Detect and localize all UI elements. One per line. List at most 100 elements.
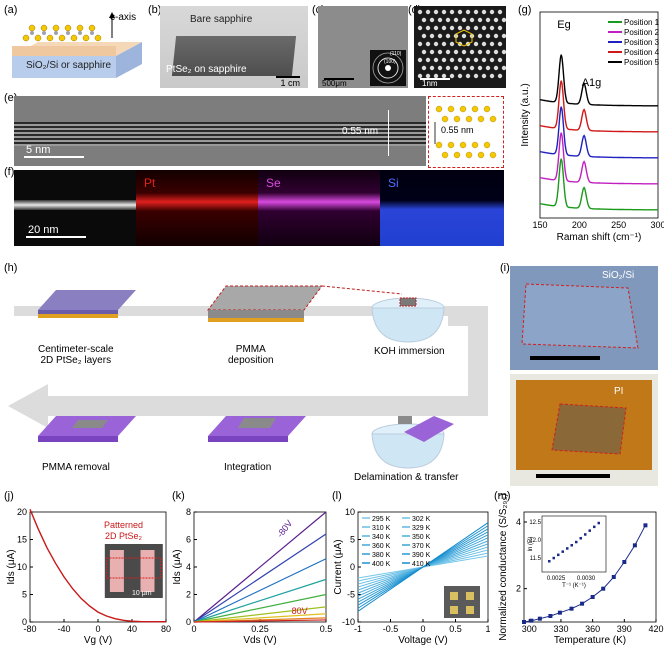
lattice-atom <box>425 25 431 31</box>
lattice-atom <box>437 65 443 71</box>
annotation-neg80v: -80V <box>275 518 295 539</box>
lattice-atom <box>417 57 423 63</box>
lattice-atom <box>437 17 443 23</box>
inset-y-label: ln (R) <box>528 537 534 552</box>
y-tick-label: -10 <box>342 617 355 627</box>
pad-1 <box>450 592 458 600</box>
lattice-atom <box>421 49 427 55</box>
scale-bar <box>276 76 300 78</box>
data-point <box>580 601 585 606</box>
lattice-atom <box>489 41 495 47</box>
data-point <box>643 523 648 528</box>
y-tick-label: 8 <box>186 507 191 517</box>
x-axis-label: Vg (V) <box>84 635 112 646</box>
panel-h: Centimeter-scale 2D PtSe₂ layers PMMA de… <box>8 266 494 486</box>
inset-x-tick: 0.0025 <box>547 576 566 582</box>
lattice-atom <box>489 57 495 63</box>
x-tick-label: 300 <box>522 624 537 634</box>
y-axis-label: Normalized conductance (S/S₂₉₅) <box>498 494 509 641</box>
iv-temperature-chart: -1 -0.5 0 0.5 1 -10 -5 0 5 10 Voltage (V) Current (… <box>333 507 491 646</box>
lattice-atom <box>433 25 439 31</box>
raman-series-line <box>539 106 658 159</box>
legend-entry: 295 K <box>372 516 391 523</box>
transfer-curve-line <box>29 509 166 623</box>
x-axis-label: Vds (V) <box>243 635 276 646</box>
legend-entry: 360 K <box>372 543 391 550</box>
scale-label: 500μm <box>322 79 347 88</box>
x-tick-label: 0 <box>191 624 196 634</box>
x-axis-label: Voltage (V) <box>398 635 447 646</box>
y-tick-label: 0 <box>350 562 355 572</box>
lattice-atom <box>477 49 483 55</box>
panel-label-g: (g) <box>518 4 532 16</box>
lattice-atom <box>433 73 439 79</box>
lattice-atom <box>417 9 423 15</box>
lattice-atom <box>481 57 487 63</box>
inset-frame <box>541 515 607 573</box>
lattice-atom <box>485 33 491 39</box>
lattice-atom <box>461 33 467 39</box>
output-series-line <box>193 606 327 623</box>
x-tick-label: 1 <box>485 624 490 634</box>
y-axis-label: Intensity (a.u.) <box>520 83 531 146</box>
panel-e-inset: 0.55 nm <box>428 96 504 168</box>
lattice-atom <box>497 41 503 47</box>
x-tick-label: 0.5 <box>449 624 462 634</box>
lattice-atom <box>489 73 495 79</box>
iv-series-line <box>357 522 489 612</box>
y-tick-label: -5 <box>347 590 355 600</box>
legend-line-2: 2D PtSe₂ <box>105 531 143 541</box>
output-series-line <box>193 511 327 623</box>
legend-entry: 410 K <box>412 561 431 568</box>
panel-f: Pt Se Si 20 nm <box>14 170 504 246</box>
panel-j: -80 -40 0 40 80 0 5 10 15 20 Vg (V) Ids (μA) Pattern… <box>4 494 172 649</box>
data-point <box>529 618 534 623</box>
lattice-atom <box>493 33 499 39</box>
si-map <box>380 170 504 246</box>
x-tick-label: -40 <box>57 624 70 634</box>
scale-label: 1 cm <box>280 78 300 88</box>
lattice-atom <box>437 49 443 55</box>
x-tick-label: -1 <box>354 624 362 634</box>
x-tick-label: 40 <box>127 624 137 634</box>
pad-3 <box>450 606 458 614</box>
legend-entry: 340 K <box>372 534 391 541</box>
hexagon-overlay <box>455 29 473 47</box>
output-series-line <box>193 558 327 623</box>
legend-entry: 350 K <box>412 534 431 541</box>
data-point <box>611 575 616 579</box>
panel-k: 0 0.25 0.5 0 2 4 6 8 Vds (V) Ids (μA) -80V 80V <box>172 494 332 649</box>
inset-point <box>552 556 555 560</box>
panel-label-a: (a) <box>4 4 18 16</box>
spacing-label: 0.55 nm <box>342 126 379 137</box>
x-tick-label: 300 <box>650 220 664 230</box>
plot-frame <box>523 511 657 623</box>
lattice-atom <box>497 9 503 15</box>
lattice-atom <box>457 25 463 31</box>
lattice-atom <box>441 57 447 63</box>
lattice-atom <box>485 17 491 23</box>
output-series-line <box>193 578 327 623</box>
se-map <box>258 170 380 246</box>
conductance-chart: 300 330 360 390 420 2 4 Temperature (K) Normaliz… <box>498 493 664 646</box>
x-tick-label: 0.25 <box>251 624 269 634</box>
y-tick-label: 20 <box>17 507 27 517</box>
legend-entry: 380 K <box>372 552 391 559</box>
lattice-atom <box>493 49 499 55</box>
lattice-atom <box>449 57 455 63</box>
x-tick-label: -80 <box>23 624 36 634</box>
inset-point <box>566 547 569 550</box>
lattice-atom <box>477 33 483 39</box>
lattice-atom <box>477 17 483 23</box>
raman-series-line <box>539 54 658 107</box>
se-label: Se <box>266 176 281 190</box>
scale-bar <box>420 78 450 80</box>
lattice-atom <box>429 65 435 71</box>
step-2-label: PMMA deposition <box>228 344 274 366</box>
lattice-atom <box>473 57 479 63</box>
lattice-atom <box>501 17 507 23</box>
step-3-label: KOH immersion <box>374 346 445 357</box>
legend-entry: 310 K <box>372 525 391 532</box>
y-tick-label: 5 <box>350 535 355 545</box>
lattice-atom <box>485 65 491 71</box>
